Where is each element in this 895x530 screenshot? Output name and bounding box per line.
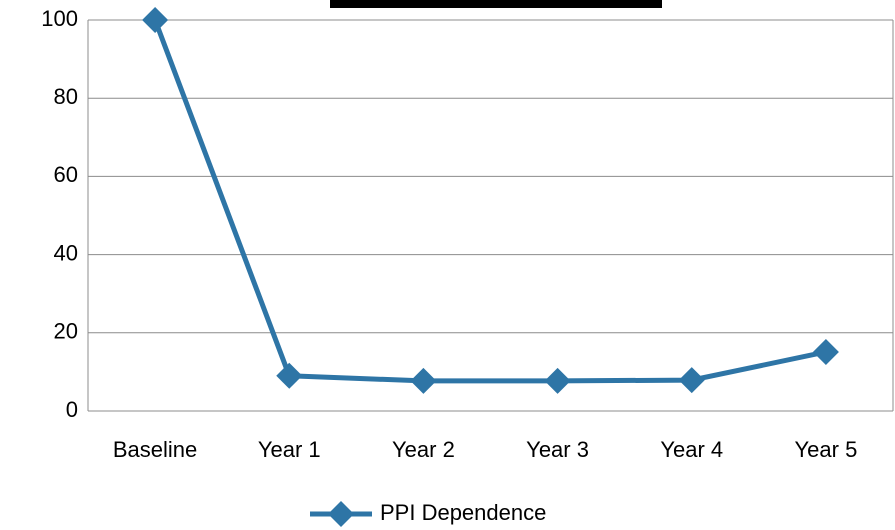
legend-marker [328,501,354,527]
x-tick-label: Year 4 [660,437,723,462]
line [152,19,827,384]
marker [142,7,169,33]
marker [410,367,437,394]
marker [678,367,705,394]
x-tick-label: Year 1 [258,437,321,462]
marker [812,338,839,365]
y-tick-label: 60 [54,162,78,187]
marker [544,367,571,394]
x-tick-label: Year 2 [392,437,455,462]
y-tick-label: 20 [54,319,78,344]
y-tick-label: 80 [54,84,78,109]
marker [276,362,303,389]
y-tick-label: 40 [54,240,78,265]
x-tick-label: Baseline [113,437,197,462]
title-box [330,0,662,8]
legend-label: PPI Dependence [380,500,546,525]
y-tick-label: 100 [41,6,78,31]
y-tick-label: 0 [66,397,78,422]
x-tick-label: Year 5 [795,437,858,462]
x-tick-label: Year 3 [526,437,589,462]
